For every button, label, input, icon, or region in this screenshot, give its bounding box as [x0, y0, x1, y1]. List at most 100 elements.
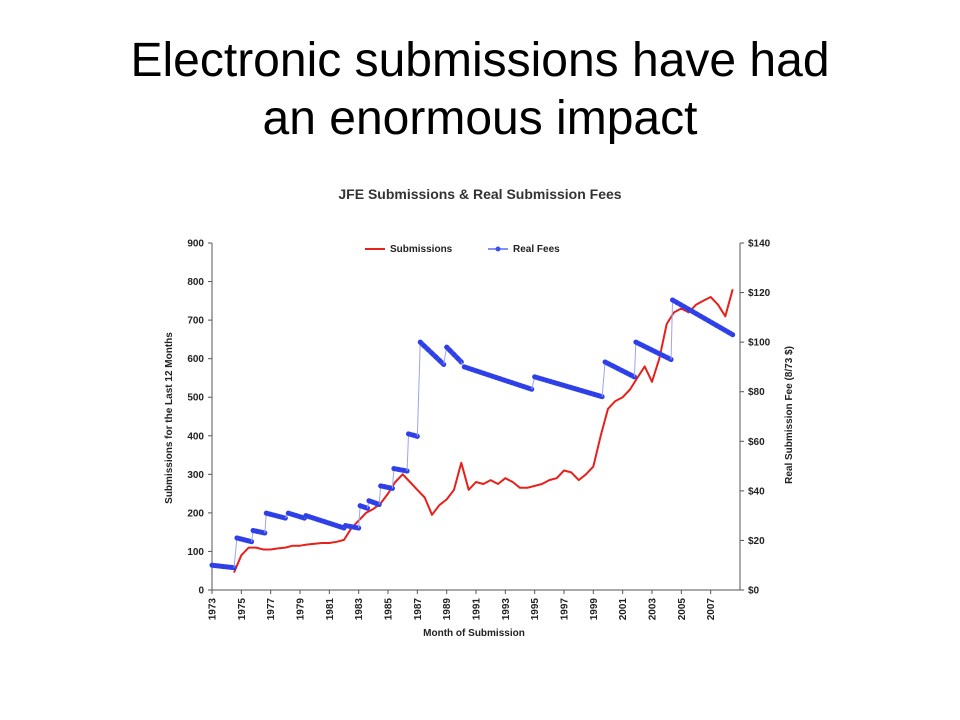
real-fees-point: [595, 393, 601, 398]
real-fees-point: [238, 536, 244, 542]
real-fees-point: [337, 524, 343, 530]
y-right-tick-label: $20: [748, 536, 765, 547]
real-fees-point: [347, 524, 353, 529]
real-fees-point: [615, 365, 620, 371]
real-fees-point: [263, 510, 269, 516]
real-fees-point: [224, 564, 230, 570]
real-fees-point: [544, 377, 549, 383]
real-fees-point: [271, 512, 277, 518]
real-fees-point: [714, 323, 719, 328]
real-fees-point: [587, 390, 593, 396]
real-fees-point: [391, 466, 397, 471]
real-fees-point: [465, 365, 471, 371]
y-left-tick-label: 200: [187, 508, 204, 519]
real-fees-connector: [378, 485, 382, 505]
real-fees-connector: [358, 505, 361, 529]
real-fees-point: [220, 564, 226, 569]
real-fees-point: [473, 368, 479, 374]
y-right-tick-label: $120: [748, 288, 771, 299]
y-right-tick-label: $40: [748, 486, 765, 497]
real-fees-point: [726, 330, 732, 335]
real-fees-point: [461, 364, 467, 370]
slide-title: Electronic submissions have had an enorm…: [0, 32, 960, 148]
y-left-tick-label: 400: [187, 431, 204, 442]
real-fees-point: [390, 486, 395, 491]
real-fees-point: [627, 372, 633, 378]
real-fees-connector: [233, 537, 238, 568]
real-fees-point: [505, 379, 511, 384]
real-fees-point: [552, 380, 557, 386]
y-left-tick-label: 800: [187, 277, 204, 288]
x-tick-label: 1995: [530, 598, 541, 621]
real-fees-point: [525, 385, 531, 391]
real-fees-point: [469, 367, 475, 372]
real-fees-point: [583, 389, 589, 395]
real-fees-point: [395, 467, 401, 472]
real-fees-point: [267, 511, 273, 517]
real-fees-point: [493, 375, 499, 380]
real-fees-point: [645, 345, 650, 351]
y-axis-right-label: Real Submission Fee (8/73 $): [784, 346, 795, 484]
real-fees-connector: [633, 342, 637, 377]
real-fees-point: [718, 325, 723, 331]
real-fees-point: [361, 504, 367, 510]
x-tick-label: 2003: [648, 598, 659, 621]
real-fees-point: [330, 521, 335, 527]
real-fees-point: [556, 381, 561, 387]
real-fees-point: [279, 514, 284, 520]
y-left-tick-label: 100: [187, 547, 204, 558]
real-fees-point: [599, 394, 605, 400]
real-fees-point: [250, 528, 256, 533]
real-fees-point: [285, 510, 291, 516]
real-fees-point: [213, 563, 219, 568]
real-fees-point: [501, 377, 507, 383]
real-fees-point: [314, 517, 320, 522]
y-right-tick-label: $100: [748, 338, 771, 349]
x-tick-label: 1975: [237, 598, 248, 621]
real-fees-point: [611, 363, 616, 369]
x-tick-label: 1981: [325, 598, 336, 621]
real-fees-point: [674, 299, 679, 305]
real-fees-point: [568, 384, 573, 390]
chart-frame: [211, 243, 741, 591]
real-fees-point: [660, 353, 666, 358]
real-fees-point: [698, 313, 703, 319]
legend-label-real-fees: Real Fees: [513, 244, 560, 255]
x-tick-label: 1985: [384, 598, 395, 621]
x-tick-label: 1999: [589, 598, 600, 621]
x-tick-label: 2005: [677, 598, 688, 621]
legend-marker-real-fees: [495, 246, 501, 252]
y-right-tick-label: $140: [748, 239, 771, 250]
real-fees-point: [249, 539, 255, 545]
series-layer: [209, 289, 736, 573]
real-fees-point: [357, 503, 363, 509]
x-tick-label: 1987: [413, 598, 424, 621]
real-fees-point: [513, 381, 519, 387]
real-fees-point: [606, 361, 612, 367]
real-fees-point: [653, 349, 658, 355]
real-fees-point: [560, 382, 565, 388]
real-fees-point: [334, 523, 339, 528]
real-fees-point: [548, 379, 553, 384]
real-fees-point: [322, 519, 328, 525]
x-axis-label: Month of Submission: [423, 628, 525, 639]
real-fees-point: [619, 368, 625, 373]
real-fees-point: [326, 520, 332, 526]
y-left-tick-label: 900: [187, 239, 204, 250]
real-fees-point: [262, 530, 268, 536]
x-tick-label: 1973: [208, 598, 219, 621]
real-fees-point: [216, 563, 222, 569]
real-fees-point: [710, 320, 715, 326]
real-fees-point: [602, 359, 608, 365]
real-fees-point: [572, 386, 577, 391]
real-fees-point: [637, 341, 643, 347]
x-tick-label: 1991: [472, 598, 483, 621]
real-fees-point: [532, 374, 538, 380]
real-fees-point: [536, 375, 541, 381]
real-fees-point: [690, 309, 695, 314]
y-right-tick-label: $80: [748, 387, 765, 398]
x-tick-label: 1977: [266, 598, 277, 621]
real-fees-point: [668, 357, 674, 362]
real-fees-point: [564, 383, 569, 389]
y-left-tick-label: 700: [187, 316, 204, 327]
